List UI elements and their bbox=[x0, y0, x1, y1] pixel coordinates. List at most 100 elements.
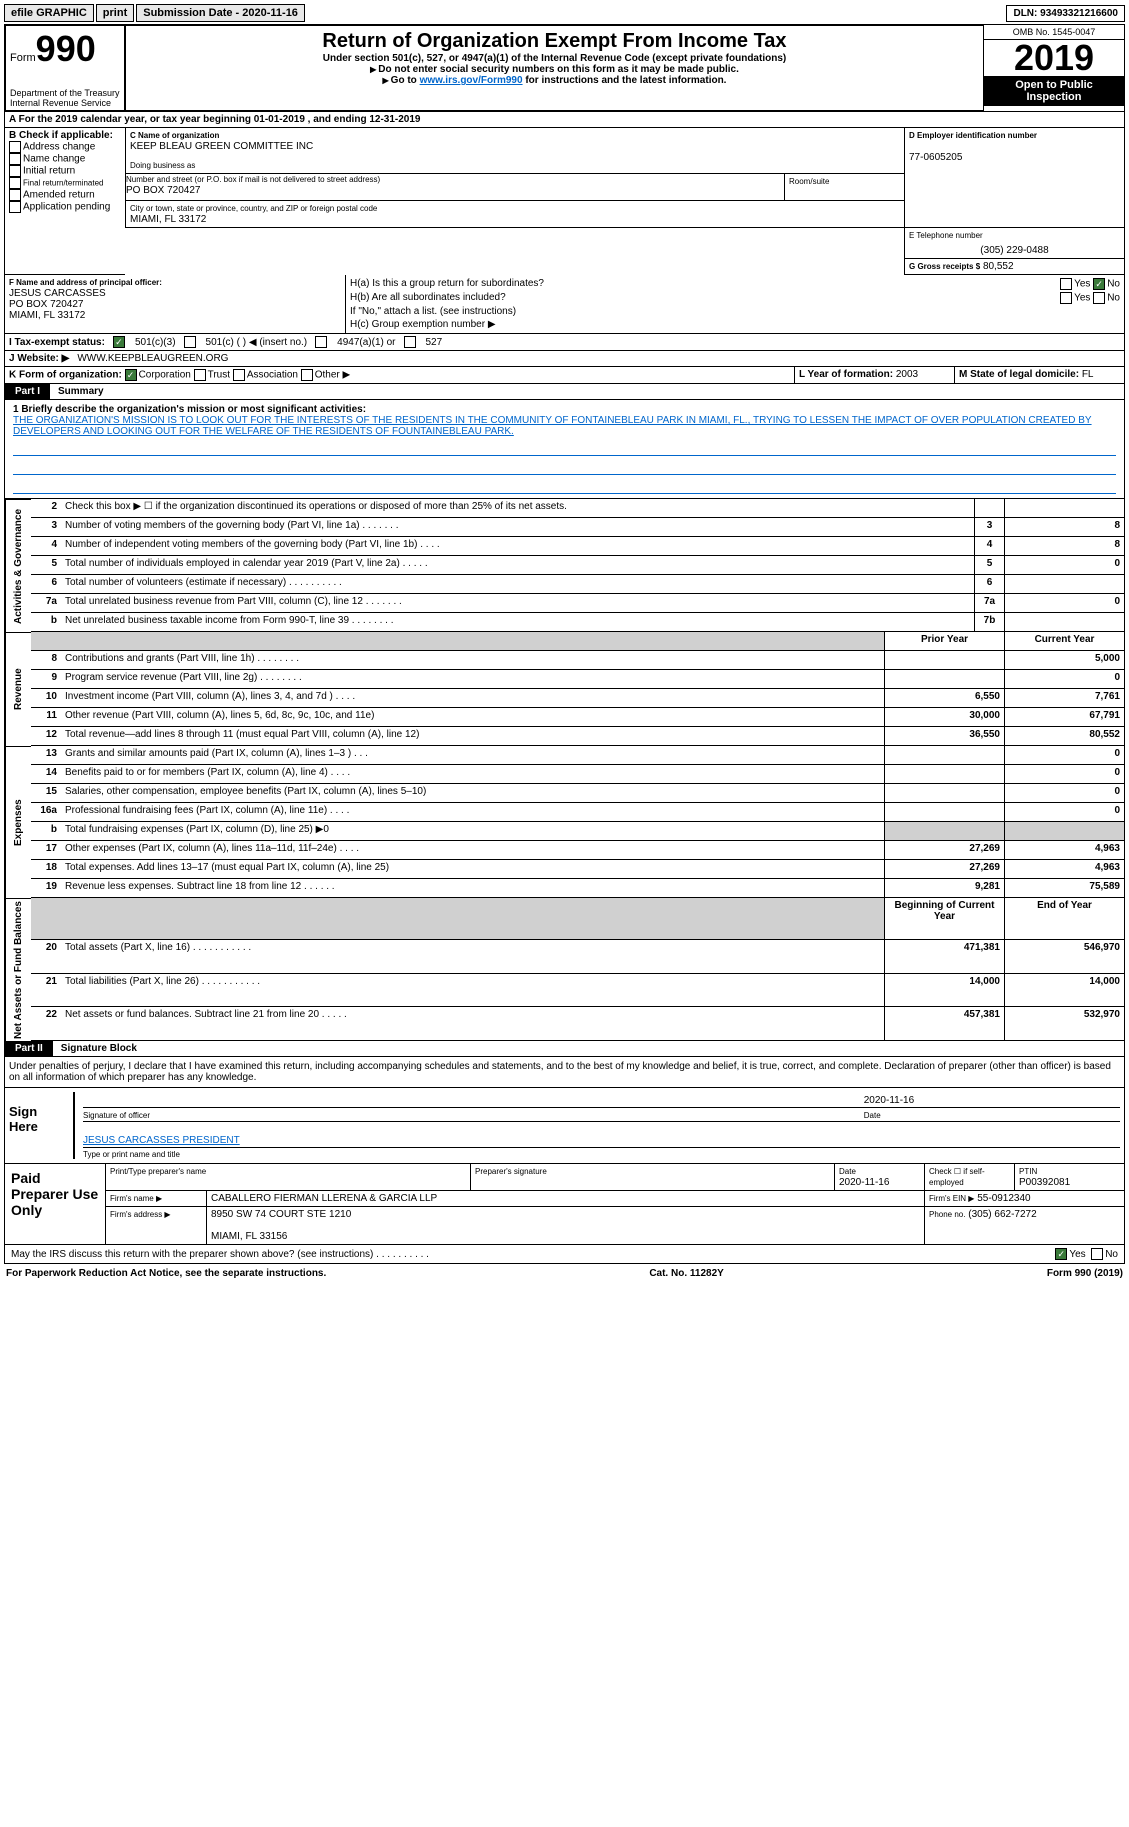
addr-label: Number and street (or P.O. box if mail i… bbox=[126, 175, 380, 184]
name-change-label: Name change bbox=[23, 154, 85, 165]
net-assets-section: Net Assets or Fund BalancesBeginning of … bbox=[4, 898, 1125, 1041]
assoc-label: Association bbox=[247, 370, 298, 381]
box-b-label: B Check if applicable: bbox=[9, 130, 113, 141]
nossn: Do not enter social security numbers on … bbox=[378, 64, 739, 75]
firm-addr-label: Firm's address ▶ bbox=[110, 1210, 171, 1219]
officer-addr1: PO BOX 720427 bbox=[9, 299, 84, 310]
paid-preparer-label: Paid Preparer Use Only bbox=[5, 1164, 105, 1244]
signature-block: Under penalties of perjury, I declare th… bbox=[4, 1057, 1125, 1088]
org-name-label: C Name of organization bbox=[130, 131, 219, 140]
hb-note: If "No," attach a list. (see instruction… bbox=[350, 306, 516, 317]
discuss-no-checkbox[interactable] bbox=[1091, 1248, 1103, 1260]
other-checkbox[interactable] bbox=[301, 369, 313, 381]
goto-link[interactable]: www.irs.gov/Form990 bbox=[420, 75, 523, 86]
year-box: OMB No. 1545-0047 2019 Open to Public In… bbox=[984, 25, 1124, 111]
app-pending-checkbox[interactable] bbox=[9, 201, 21, 213]
part-1-title: Summary bbox=[50, 384, 112, 399]
mission-text[interactable]: THE ORGANIZATION'S MISSION IS TO LOOK OU… bbox=[13, 415, 1116, 437]
dba-label: Doing business as bbox=[130, 161, 195, 170]
initial-return-label: Initial return bbox=[23, 166, 75, 177]
mission-line-1 bbox=[13, 441, 1116, 456]
discuss-yes-checkbox[interactable] bbox=[1055, 1248, 1067, 1260]
title-block: Return of Organization Exempt From Incom… bbox=[125, 25, 984, 111]
501c-checkbox[interactable] bbox=[184, 336, 196, 348]
goto-post: for instructions and the latest informat… bbox=[523, 75, 727, 86]
sig-officer-label: Signature of officer bbox=[83, 1111, 852, 1120]
firm-ein-value: 55-0912340 bbox=[977, 1193, 1030, 1204]
dept-label: Department of the Treasury Internal Reve… bbox=[10, 88, 120, 108]
period-line: A For the 2019 calendar year, or tax yea… bbox=[4, 112, 1125, 128]
ein-label: D Employer identification number bbox=[909, 131, 1037, 140]
527-label: 527 bbox=[426, 337, 443, 348]
box-h: H(a) Is this a group return for subordin… bbox=[345, 275, 1124, 333]
name-change-checkbox[interactable] bbox=[9, 153, 21, 165]
discuss-question: May the IRS discuss this return with the… bbox=[11, 1249, 1055, 1260]
city-label: City or town, state or province, country… bbox=[130, 204, 377, 213]
addr-value: PO BOX 720427 bbox=[126, 185, 201, 196]
box-d: D Employer identification number 77-0605… bbox=[904, 128, 1124, 228]
sig-name-title[interactable]: JESUS CARCASSES PRESIDENT bbox=[83, 1135, 240, 1146]
addr-change-checkbox[interactable] bbox=[9, 141, 21, 153]
footer-right: Form 990 (2019) bbox=[1047, 1268, 1123, 1279]
firm-name-value: CABALLERO FIERMAN LLERENA & GARCIA LLP bbox=[211, 1193, 437, 1204]
efile-btn[interactable]: efile GRAPHIC bbox=[4, 4, 94, 22]
box-b: B Check if applicable: Address change Na… bbox=[5, 128, 125, 275]
firm-ein-label: Firm's EIN ▶ bbox=[929, 1194, 974, 1203]
hb-no-checkbox[interactable] bbox=[1093, 292, 1105, 304]
officer-addr2: MIAMI, FL 33172 bbox=[9, 310, 85, 321]
part-2-title: Signature Block bbox=[53, 1041, 145, 1056]
officer-label: F Name and address of principal officer: bbox=[9, 278, 162, 287]
submission-date: Submission Date - 2020-11-16 bbox=[136, 4, 305, 22]
ha-yes-checkbox[interactable] bbox=[1060, 278, 1072, 290]
row-j-label: J Website: ▶ bbox=[9, 353, 69, 364]
final-return-label: Final return/terminated bbox=[23, 179, 103, 188]
ha-no: No bbox=[1107, 279, 1120, 290]
amended-return-label: Amended return bbox=[23, 190, 95, 201]
box-c: C Name of organization KEEP BLEAU GREEN … bbox=[125, 128, 904, 228]
part-1-label: Part I bbox=[5, 384, 50, 399]
goto-pre: Go to bbox=[391, 75, 420, 86]
ha-yes: Yes bbox=[1074, 279, 1090, 290]
527-checkbox[interactable] bbox=[404, 336, 416, 348]
phone-value: (305) 229-0488 bbox=[909, 245, 1120, 256]
501c3-checkbox[interactable] bbox=[113, 336, 125, 348]
governance-section: Activities & Governance2Check this box ▶… bbox=[4, 499, 1125, 632]
corp-checkbox[interactable] bbox=[125, 369, 137, 381]
hb-yes: Yes bbox=[1074, 293, 1090, 304]
box-e: E Telephone number (305) 229-0488 bbox=[904, 228, 1124, 259]
dln: DLN: 93493321216600 bbox=[1006, 5, 1125, 22]
trust-checkbox[interactable] bbox=[194, 369, 206, 381]
mission-line-2 bbox=[13, 460, 1116, 475]
final-return-checkbox[interactable] bbox=[9, 177, 21, 189]
other-label: Other ▶ bbox=[315, 370, 350, 381]
room-label: Room/suite bbox=[789, 177, 829, 186]
4947-checkbox[interactable] bbox=[315, 336, 327, 348]
officer-name: JESUS CARCASSES bbox=[9, 288, 106, 299]
discuss-yes: Yes bbox=[1069, 1249, 1085, 1260]
prep-selfemp-label: Check ☐ if self-employed bbox=[929, 1167, 985, 1187]
prep-sig-label: Preparer's signature bbox=[475, 1167, 547, 1176]
form-label: Form990 Department of the Treasury Inter… bbox=[5, 25, 125, 111]
501c3-label: 501(c)(3) bbox=[135, 337, 176, 348]
initial-return-checkbox[interactable] bbox=[9, 165, 21, 177]
part-1-header: Part I Summary bbox=[4, 384, 1125, 400]
hb-yes-checkbox[interactable] bbox=[1060, 292, 1072, 304]
footer-mid: Cat. No. 11282Y bbox=[649, 1268, 723, 1279]
sig-date-label: Date bbox=[864, 1111, 1120, 1120]
assoc-checkbox[interactable] bbox=[233, 369, 245, 381]
firm-phone-label: Phone no. bbox=[929, 1210, 965, 1219]
return-title: Return of Organization Exempt From Incom… bbox=[130, 30, 979, 53]
print-btn[interactable]: print bbox=[96, 4, 134, 22]
phone-label: E Telephone number bbox=[909, 231, 983, 240]
expenses-section: Expenses13Grants and similar amounts pai… bbox=[4, 746, 1125, 898]
prep-name-label: Print/Type preparer's name bbox=[110, 1167, 206, 1176]
mission-label: 1 Briefly describe the organization's mi… bbox=[13, 404, 366, 415]
box-g: G Gross receipts $ 80,552 bbox=[904, 259, 1124, 275]
hc-label: H(c) Group exemption number ▶ bbox=[350, 319, 496, 330]
ha-no-checkbox[interactable] bbox=[1093, 278, 1105, 290]
row-m-label: M State of legal domicile: bbox=[959, 369, 1079, 380]
firm-city-value: MIAMI, FL 33156 bbox=[211, 1231, 287, 1242]
org-name-value: KEEP BLEAU GREEN COMMITTEE INC bbox=[130, 141, 313, 152]
4947-label: 4947(a)(1) or bbox=[337, 337, 395, 348]
amended-return-checkbox[interactable] bbox=[9, 189, 21, 201]
